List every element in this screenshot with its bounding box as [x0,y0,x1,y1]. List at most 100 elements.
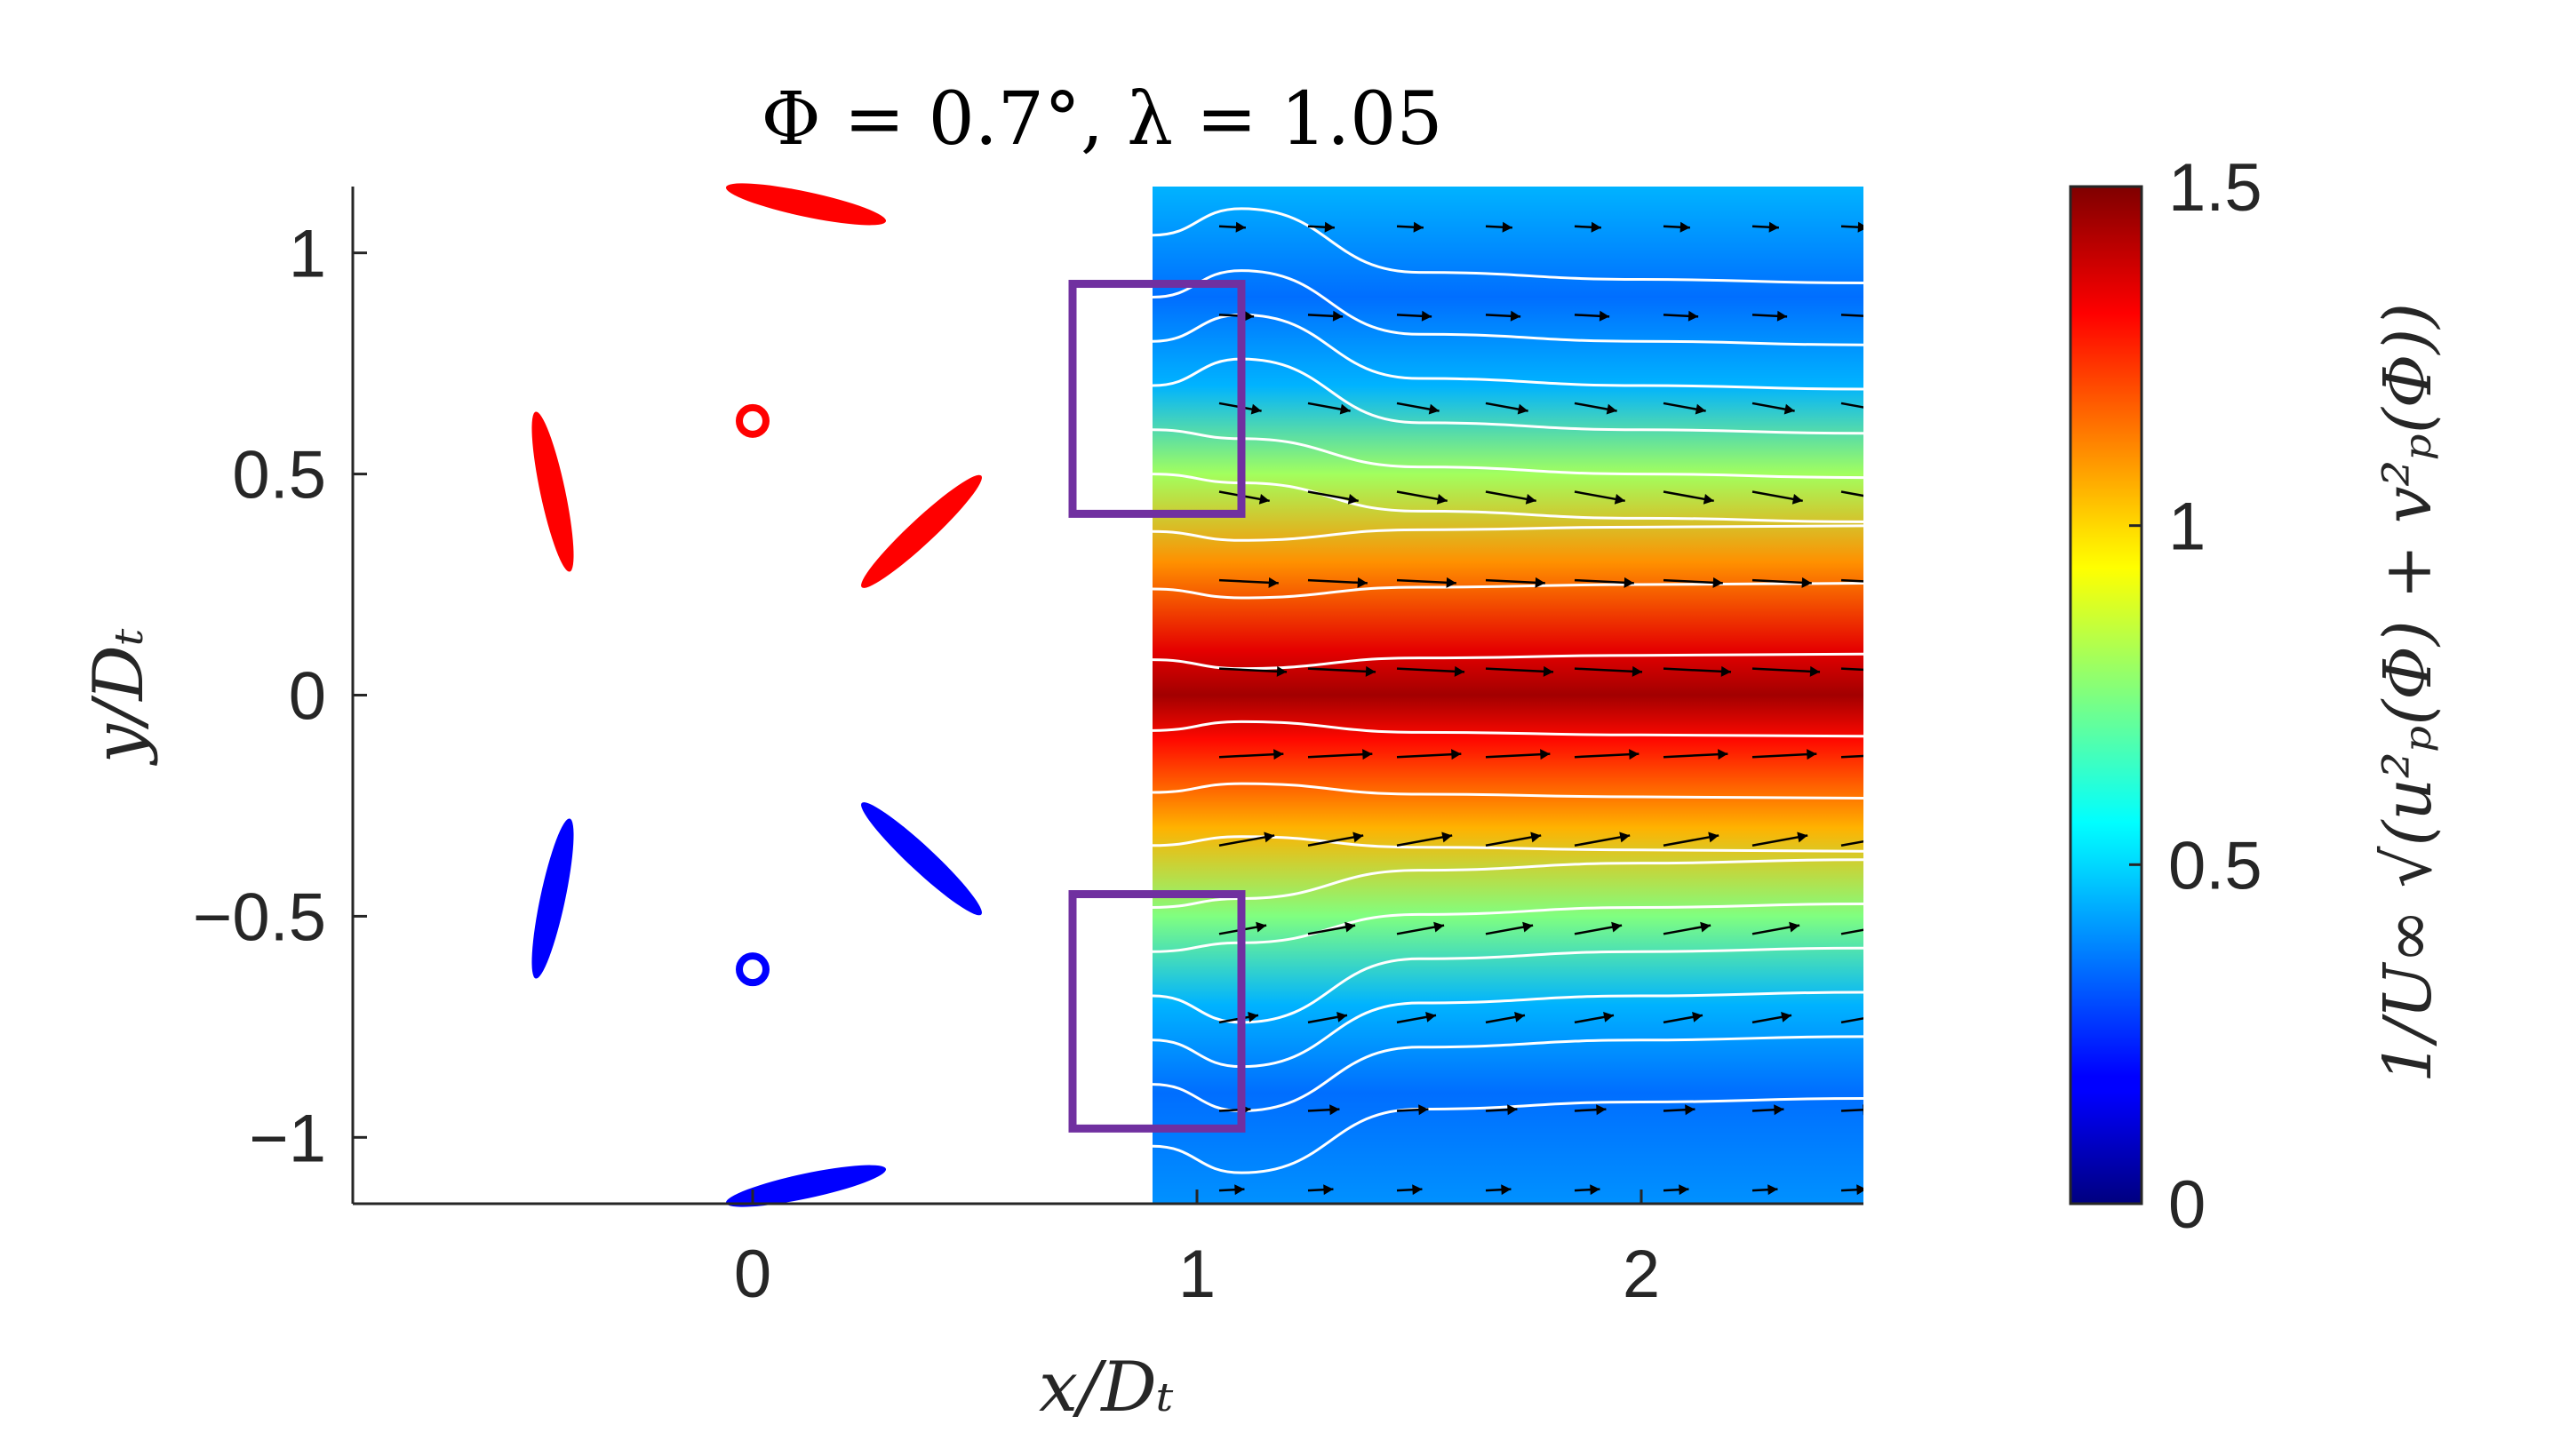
velocity-vector-head [1692,1011,1703,1022]
velocity-vector-head [1781,1011,1791,1022]
colorbar-tick-label: 0.5 [2168,828,2262,903]
streamline [1153,269,1863,346]
velocity-vector [1751,667,1821,673]
streamline [1153,991,1863,1069]
x-tick-label: 1 [1178,1237,1216,1312]
velocity-vector-head [1774,1104,1784,1116]
turbine-blade [531,818,574,979]
velocity-vector-head [1454,665,1465,677]
velocity-vector [1307,578,1368,585]
streamlines [1153,207,1863,1174]
velocity-vector [1840,490,1863,497]
y-tick-label: −0.5 [193,879,326,955]
velocity-vector-head [1603,1011,1614,1022]
velocity-vector [1663,578,1723,585]
velocity-vector-head [1809,665,1821,677]
velocity-vector [1663,667,1732,673]
colorbar-tick-label: 0 [2168,1167,2206,1243]
velocity-vector-head [1243,310,1255,322]
velocity-vector [1840,1017,1863,1024]
velocity-vector-head [1767,1184,1778,1196]
turbine-blade [725,183,887,226]
velocity-vector-head [1234,1184,1245,1196]
y-tick-label: −1 [249,1101,326,1176]
streamline [1153,835,1863,853]
velocity-vector-head [1797,831,1808,843]
velocity-vector-head [1591,221,1601,233]
velocity-vector-head [1679,1184,1689,1196]
velocity-vector-head [1873,404,1884,415]
velocity-vector-head [1629,749,1640,760]
streamline [1153,473,1863,523]
velocity-vector [1574,667,1643,673]
velocity-vector-head [1768,221,1779,233]
velocity-vector-head [1235,221,1246,233]
velocity-vector-head [1256,921,1267,933]
velocity-vector-head [1863,1104,1872,1115]
y-tick-label: 0.5 [232,438,326,513]
velocity-vector-head [1881,494,1892,505]
streamline [1153,902,1863,953]
velocity-vector-head [1718,749,1728,760]
velocity-vector-head [1451,749,1462,760]
highlight-boxes [1068,280,1246,1133]
velocity-vector-head [1703,493,1714,505]
velocity-vector-head [1365,665,1376,677]
velocity-vector-head [1685,1104,1695,1116]
velocity-vector-head [1695,403,1706,415]
velocity-vector-head [1514,1011,1525,1022]
velocity-vector-head [1624,577,1634,588]
velocity-vector-head [1336,1011,1347,1022]
velocity-vector [1307,752,1373,759]
velocity-vector [1574,578,1634,585]
velocity-vector-head [1268,577,1279,588]
streamline [1153,207,1863,285]
velocity-vector-head [1886,832,1896,843]
y-tick-label: 0 [289,659,326,735]
velocity-vector-head [1878,922,1888,933]
velocity-vector-head [1543,665,1554,677]
velocity-vector-head [1248,1011,1258,1022]
colorbar-gradient [2069,185,2143,1205]
velocity-vector-head [1436,493,1448,505]
velocity-vector-head [1687,310,1699,322]
colorbar-tick-label: 1.5 [2168,150,2262,226]
velocity-vector-head [1619,831,1631,843]
velocity-vector-head [1425,1011,1436,1022]
velocity-vector [1396,667,1465,673]
velocity-vector-head [1418,1104,1429,1116]
velocity-vector-head [1510,310,1521,322]
velocity-vector-head [1525,493,1536,505]
velocity-vector-head [1866,311,1876,322]
velocity-vector-head [1679,221,1690,233]
velocity-vector [1396,578,1456,585]
velocity-vector [1218,752,1284,759]
x-axis-label: x/Dₜ [1039,1348,1174,1428]
velocity-vector-head [1599,310,1610,322]
velocity-vector-head [1421,310,1432,322]
velocity-vector-head [1344,921,1356,933]
turbine-blade [531,411,574,572]
y-axis-label: y/Dₜ [79,628,159,766]
velocity-vector-head [1332,310,1344,322]
colorbar-label: 1/U∞ √(u²ₚ(Φ) + v²ₚ(Φ)) [2370,303,2446,1083]
velocity-vector-head [1428,403,1440,415]
velocity-vector-head [1323,1184,1334,1196]
velocity-vector [1218,667,1288,673]
velocity-vector [1574,752,1640,759]
highlight-box [1068,890,1246,1133]
velocity-vector-head [1895,749,1905,760]
velocity-vector-head [1329,1104,1340,1116]
velocity-vector-head [1433,921,1445,933]
velocity-vector [1840,578,1863,583]
velocity-vector-head [1441,831,1453,843]
streamline [1153,582,1863,600]
colorbar: 0 0.5 1 1.5 1/U∞ √(u²ₚ(Φ) + v²ₚ(Φ)) [2069,150,2446,1243]
velocity-vector-head [1708,831,1719,843]
velocity-vector-head [1250,403,1262,415]
velocity-vector-head [1535,577,1545,588]
velocity-vector [1485,578,1545,585]
turbine-blades [531,183,982,1207]
streamline [1153,357,1863,435]
velocity-vector-head [1632,665,1643,677]
